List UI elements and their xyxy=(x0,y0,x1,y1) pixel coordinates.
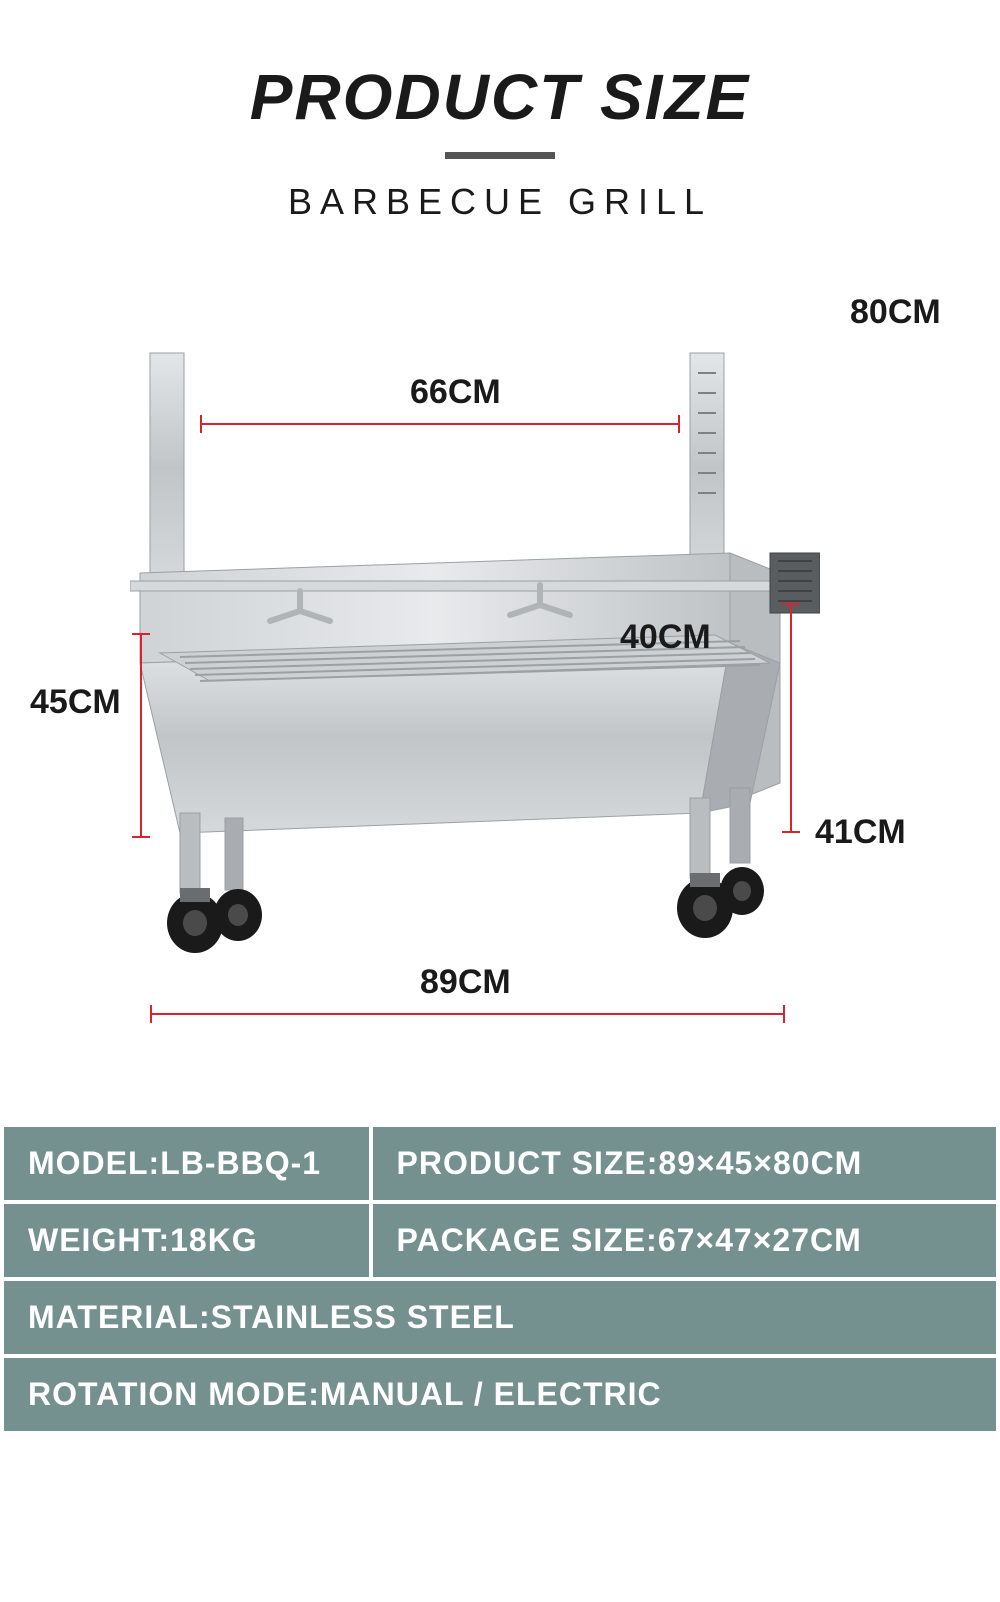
spec-rotation-mode: ROTATION MODE:MANUAL / ELECTRIC xyxy=(2,1356,998,1433)
dim-line-side-height xyxy=(140,633,142,838)
dimension-diagram: 80CM 66CM 40CM 45CM 41CM 89CM xyxy=(0,283,1000,1083)
spec-weight: WEIGHT:18KG xyxy=(2,1202,371,1279)
dim-side-height: 45CM xyxy=(30,683,121,722)
grill-illustration xyxy=(130,343,820,963)
dim-line-leg-height xyxy=(790,603,792,833)
dim-total-height: 80CM xyxy=(850,293,941,332)
spec-product-size: PRODUCT SIZE:89×45×80CM xyxy=(371,1125,998,1202)
table-row: MATERIAL:STAINLESS STEEL xyxy=(2,1279,998,1356)
page-title: PRODUCT SIZE xyxy=(0,60,1000,134)
header: PRODUCT SIZE BARBECUE GRILL xyxy=(0,0,1000,223)
wheel xyxy=(720,867,764,915)
dim-inner-depth: 40CM xyxy=(620,618,711,657)
dim-leg-height: 41CM xyxy=(815,813,906,852)
table-row: WEIGHT:18KG PACKAGE SIZE:67×47×27CM xyxy=(2,1202,998,1279)
wheel xyxy=(214,889,262,941)
spec-package-size: PACKAGE SIZE:67×47×27CM xyxy=(371,1202,998,1279)
spec-model: MODEL:LB-BBQ-1 xyxy=(2,1125,371,1202)
table-row: MODEL:LB-BBQ-1 PRODUCT SIZE:89×45×80CM xyxy=(2,1125,998,1202)
table-row: ROTATION MODE:MANUAL / ELECTRIC xyxy=(2,1356,998,1433)
dim-line-top-width xyxy=(200,423,680,425)
dim-base-width: 89CM xyxy=(420,963,511,1002)
spec-material: MATERIAL:STAINLESS STEEL xyxy=(2,1279,998,1356)
dim-top-width: 66CM xyxy=(410,373,501,412)
spec-table: MODEL:LB-BBQ-1 PRODUCT SIZE:89×45×80CM W… xyxy=(0,1123,1000,1435)
dim-line-base-width xyxy=(150,1013,785,1015)
title-divider xyxy=(445,152,555,159)
page-subtitle: BARBECUE GRILL xyxy=(0,181,1000,223)
